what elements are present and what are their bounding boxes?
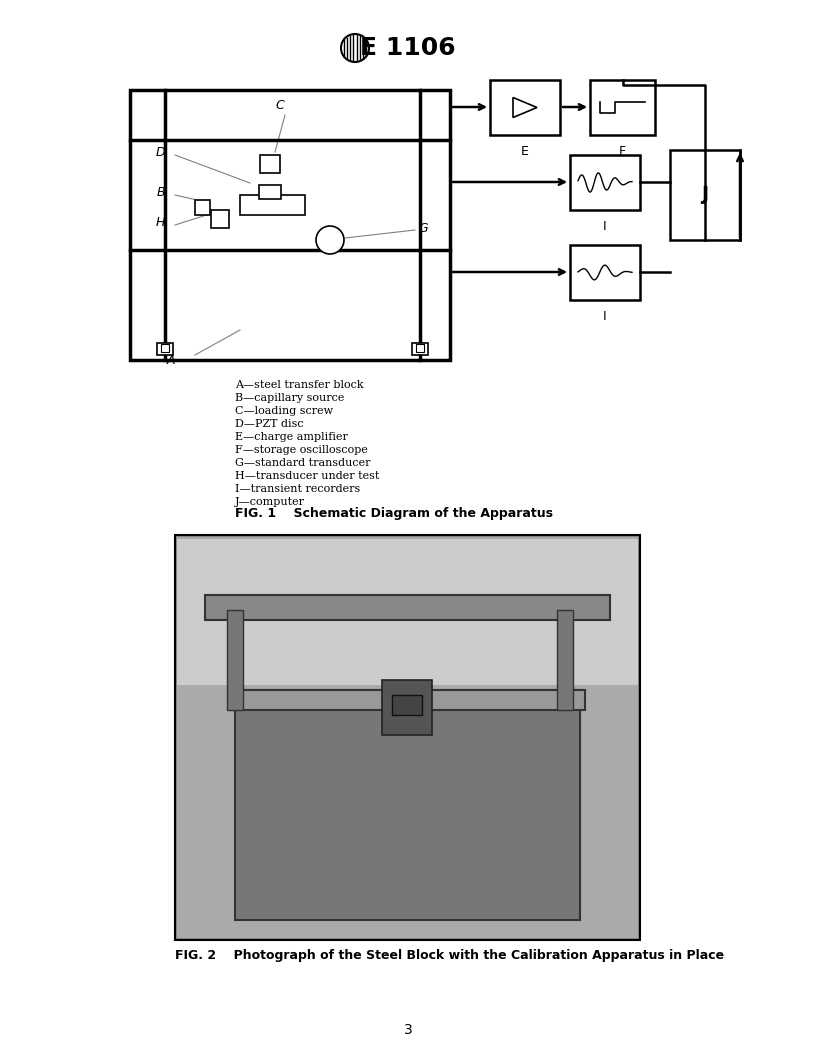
Text: E—charge amplifier: E—charge amplifier — [235, 432, 348, 442]
Bar — [557, 610, 573, 710]
Bar — [227, 610, 243, 710]
Bar — [157, 343, 173, 355]
Text: D: D — [155, 147, 165, 159]
Bar — [570, 155, 640, 210]
Text: I: I — [603, 310, 607, 323]
Text: B: B — [157, 187, 165, 200]
Text: E: E — [521, 145, 529, 158]
Circle shape — [316, 226, 344, 254]
Bar — [590, 80, 655, 135]
Text: C: C — [276, 99, 284, 112]
Text: A: A — [166, 354, 175, 366]
Bar — [392, 695, 422, 715]
Bar — [240, 195, 305, 215]
Bar — [205, 595, 610, 620]
Bar — [382, 680, 432, 735]
Text: 3: 3 — [404, 1023, 412, 1037]
Text: F: F — [619, 145, 626, 158]
Bar — [130, 90, 450, 360]
Bar — [177, 539, 638, 685]
Bar — [570, 245, 640, 300]
Text: G—standard transducer: G—standard transducer — [235, 458, 370, 468]
Text: F—storage oscilloscope: F—storage oscilloscope — [235, 445, 368, 455]
Text: J—computer: J—computer — [235, 497, 305, 507]
Text: I—transient recorders: I—transient recorders — [235, 484, 360, 494]
Text: I: I — [603, 220, 607, 233]
Bar — [195, 200, 210, 215]
Bar — [235, 690, 580, 920]
Bar — [490, 80, 560, 135]
Text: H—transducer under test: H—transducer under test — [235, 471, 379, 480]
Text: E 1106: E 1106 — [360, 36, 455, 60]
Text: J: J — [702, 186, 708, 205]
Bar — [161, 344, 169, 352]
Text: B—capillary source: B—capillary source — [235, 393, 344, 403]
Bar — [670, 150, 740, 240]
Bar — [412, 343, 428, 355]
Text: H: H — [156, 216, 165, 229]
Bar — [416, 344, 424, 352]
Text: A—steel transfer block: A—steel transfer block — [235, 380, 364, 390]
Text: D—PZT disc: D—PZT disc — [235, 419, 304, 429]
Bar — [230, 690, 585, 710]
Text: FIG. 2    Photograph of the Steel Block with the Calibration Apparatus in Place: FIG. 2 Photograph of the Steel Block wit… — [175, 948, 724, 962]
Bar — [260, 155, 280, 173]
Bar — [259, 185, 281, 199]
Text: FIG. 1    Schematic Diagram of the Apparatus: FIG. 1 Schematic Diagram of the Apparatu… — [235, 507, 553, 520]
Bar — [177, 538, 638, 938]
Bar — [175, 535, 640, 940]
Text: C—loading screw: C—loading screw — [235, 406, 333, 416]
Bar — [211, 210, 229, 228]
Text: G: G — [418, 222, 428, 234]
